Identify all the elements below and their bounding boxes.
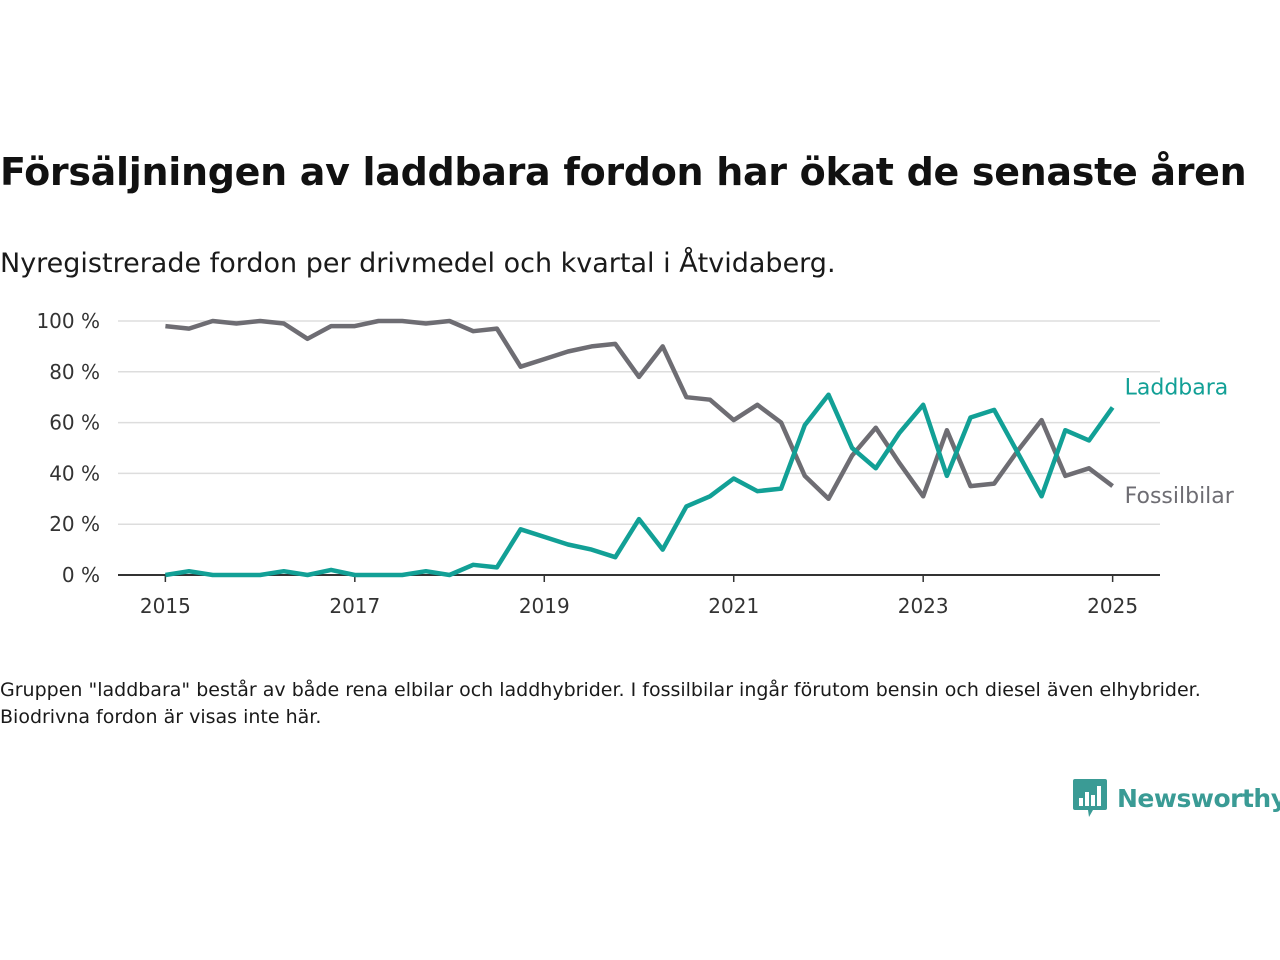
x-tick-label: 2019 [519,594,570,618]
series-line-fossilbilar [165,318,1114,502]
brand-logo[interactable]: Newsworthy [1072,776,1280,820]
y-tick-label: 40 % [49,461,100,485]
x-tick-label: 2015 [140,594,191,618]
brand-name: Newsworthy [1117,783,1280,813]
footnote: Gruppen "laddbara" består av både rena e… [0,679,1201,728]
x-tick-label: 2023 [898,594,949,618]
newsworthy-logo-icon [1073,779,1107,817]
series-labels: Laddbara Fossilbilar [1125,375,1235,509]
series-line-laddbara [165,392,1115,578]
x-tick-label: 2025 [1087,594,1138,618]
y-axis: 0 % 20 % 40 % 60 % 80 % 100 % [36,309,100,587]
series-label-fossilbilar: Fossilbilar [1125,484,1235,509]
x-tick-label: 2021 [708,594,759,618]
y-tick-label: 20 % [49,512,100,536]
y-tick-label: 60 % [49,411,100,435]
y-tick-label: 100 % [36,309,100,333]
series-label-laddbara: Laddbara [1125,375,1229,400]
x-tick-label: 2017 [329,594,380,618]
gridlines [118,320,1160,525]
series-lines [165,318,1115,578]
y-tick-label: 80 % [49,360,100,384]
chart-subtitle: Nyregistrerade fordon per drivmedel och … [0,248,836,279]
x-axis: 2015 2017 2019 2021 2023 2025 [118,574,1160,618]
y-tick-label: 0 % [62,563,100,587]
chart-title: Försäljningen av laddbara fordon har öka… [0,150,1247,194]
line-chart: 0 % 20 % 40 % 60 % 80 % 100 % 2015 2017 2019 202… [36,309,1235,618]
